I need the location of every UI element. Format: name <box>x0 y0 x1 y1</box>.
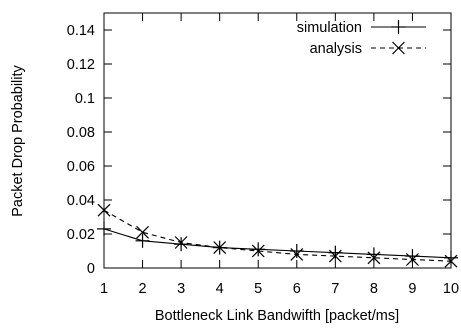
x-tick-label: 7 <box>331 281 339 297</box>
point-simulation <box>251 242 266 257</box>
y-tick-label: 0.06 <box>67 159 95 175</box>
point-simulation <box>135 233 150 248</box>
point-analysis <box>174 236 188 249</box>
point-analysis <box>136 225 149 239</box>
x-tick-label: 3 <box>177 281 185 297</box>
legend-item-analysis: analysis <box>310 41 426 57</box>
point-analysis <box>251 244 265 258</box>
y-axis-title: Packet Drop Probability <box>10 64 26 216</box>
point-analysis <box>213 241 227 255</box>
point-simulation <box>97 221 111 236</box>
x-tick-label: 8 <box>370 281 378 297</box>
x-axis-title: Bottleneck Link Bandwifth [packet/ms] <box>155 308 399 324</box>
point-analysis <box>367 251 381 265</box>
y-tick-label: 0.12 <box>67 57 95 73</box>
point-simulation <box>405 249 420 264</box>
x-tick-label: 2 <box>139 281 147 297</box>
point-simulation <box>328 245 343 260</box>
series-simulation <box>97 221 458 265</box>
x-tick-label: 4 <box>216 281 224 297</box>
point-analysis <box>328 249 342 263</box>
point-analysis <box>444 254 458 268</box>
x-tick-label: 5 <box>254 281 262 297</box>
legend-label: analysis <box>310 41 362 57</box>
y-tick-label: 0.02 <box>67 227 95 243</box>
legend: simulation analysis <box>297 20 426 57</box>
plot-frame <box>103 12 452 269</box>
x-tick-label: 9 <box>408 281 416 297</box>
x-tick-label: 1 <box>100 281 108 297</box>
y-tick-label: 0.14 <box>67 23 95 39</box>
point-analysis <box>97 203 111 217</box>
series-layer <box>97 203 458 268</box>
series-line-analysis <box>103 209 452 262</box>
y-tick-label: 0.08 <box>67 125 95 141</box>
point-simulation <box>366 247 381 262</box>
point-simulation <box>289 244 304 258</box>
y-tick-label: 0.04 <box>67 193 95 209</box>
x-tick-label: 10 <box>443 281 459 297</box>
point-analysis <box>406 253 419 266</box>
tick-labels: 1 2 3 4 5 6 7 8 9 10 0 0.02 0.04 0.06 0.08 0.1 0.12 0.14 <box>67 23 459 297</box>
x-tick-label: 6 <box>293 281 301 297</box>
point-simulation <box>444 250 458 265</box>
legend-item-simulation: simulation <box>297 20 426 36</box>
point-analysis <box>290 247 304 261</box>
legend-label: simulation <box>297 20 362 36</box>
ticks <box>103 13 452 269</box>
y-tick-label: 0.1 <box>75 91 95 107</box>
point-simulation <box>174 237 189 252</box>
series-analysis <box>97 203 458 268</box>
point-legend-marker <box>392 41 405 55</box>
y-tick-label: 0 <box>87 261 95 277</box>
point-legend-marker <box>391 20 406 34</box>
series-line-simulation <box>103 228 452 259</box>
